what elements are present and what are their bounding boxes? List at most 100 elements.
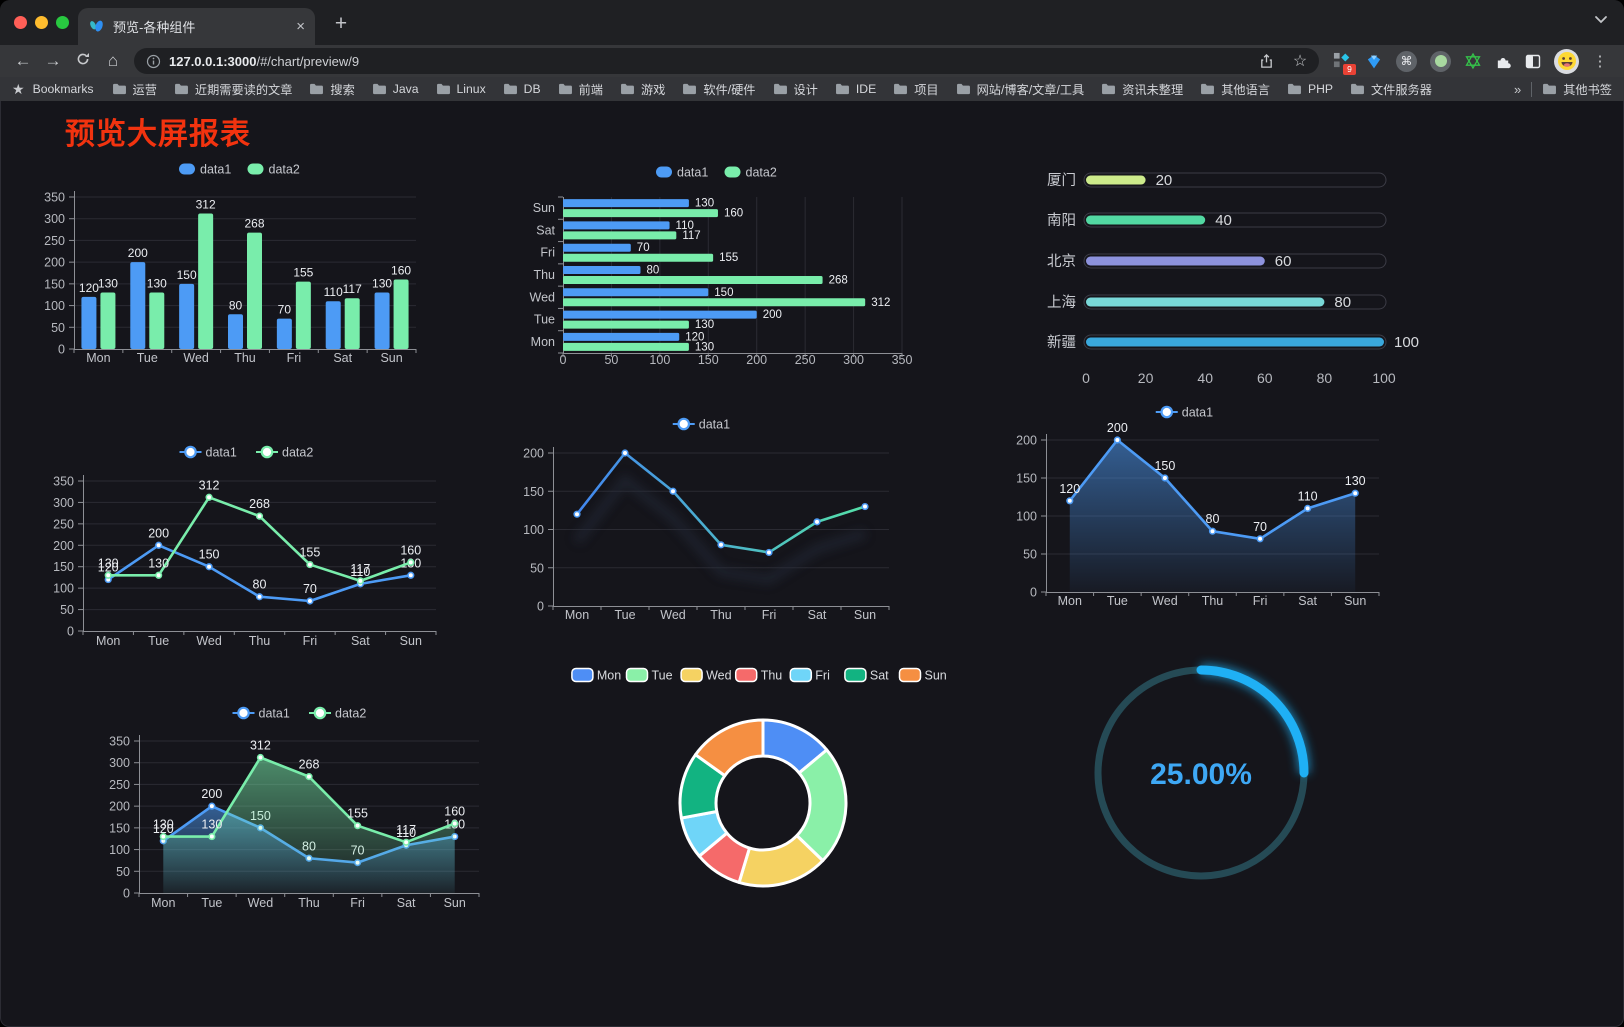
- svg-text:130: 130: [153, 818, 174, 832]
- svg-text:Tue: Tue: [614, 608, 635, 622]
- svg-text:0: 0: [58, 343, 65, 357]
- svg-text:80: 80: [1206, 512, 1220, 526]
- back-button[interactable]: ←: [14, 51, 32, 70]
- bookmarks-label[interactable]: Bookmarks: [32, 82, 94, 96]
- window-controls: [14, 16, 69, 29]
- bookmark-item[interactable]: 文件服务器: [1350, 80, 1432, 98]
- svg-text:Mon: Mon: [96, 634, 120, 648]
- svg-text:160: 160: [391, 264, 411, 278]
- svg-text:Wed: Wed: [196, 634, 222, 648]
- svg-text:200: 200: [109, 800, 130, 814]
- tab-close-icon[interactable]: ×: [296, 18, 305, 35]
- forward-button[interactable]: →: [44, 51, 62, 70]
- other-bookmarks-button[interactable]: 其他书签: [1542, 80, 1612, 98]
- legend[interactable]: data1 data2: [179, 163, 300, 177]
- bookmark-item[interactable]: Java: [372, 80, 419, 98]
- svg-text:150: 150: [53, 560, 74, 574]
- bookmark-item[interactable]: 搜索: [309, 80, 355, 98]
- svg-text:110: 110: [396, 826, 416, 840]
- bookmark-item[interactable]: 其他语言: [1200, 80, 1270, 98]
- bookmark-item[interactable]: Linux: [436, 80, 486, 98]
- svg-text:268: 268: [829, 275, 848, 287]
- url-path: /#/chart/preview/9: [256, 53, 360, 69]
- svg-text:120: 120: [98, 561, 119, 575]
- reload-button[interactable]: [68, 51, 98, 72]
- address-bar[interactable]: 127.0.0.1:3000/#/chart/preview/9 ☆: [134, 48, 1319, 74]
- bookmark-item[interactable]: 项目: [893, 80, 939, 98]
- legend[interactable]: Mon Tue Wed Thu Fri Sat Sun: [571, 667, 947, 683]
- bookmark-item[interactable]: 运营: [112, 80, 157, 98]
- svg-text:100: 100: [53, 582, 74, 596]
- folder-icon: [683, 83, 697, 95]
- puzzle-extensions-icon[interactable]: [1495, 53, 1512, 70]
- new-tab-button[interactable]: +: [334, 12, 348, 35]
- bookmark-item[interactable]: 网站/博客/文章/工具: [956, 80, 1084, 98]
- svg-text:100: 100: [1372, 370, 1396, 386]
- bookmarks-overflow-button[interactable]: »: [1514, 81, 1522, 97]
- home-button[interactable]: ⌂: [107, 51, 119, 70]
- svg-text:150: 150: [1154, 459, 1175, 473]
- site-info-icon[interactable]: [146, 54, 161, 69]
- svg-text:117: 117: [350, 562, 370, 576]
- share-button[interactable]: [1253, 53, 1279, 69]
- svg-text:Mon: Mon: [151, 896, 175, 910]
- folder-icon: [310, 83, 324, 95]
- svg-text:data1: data1: [206, 446, 237, 460]
- svg-text:60: 60: [1275, 253, 1292, 270]
- folder-icon: [1102, 83, 1116, 95]
- svg-text:150: 150: [177, 268, 197, 282]
- folder-icon: [174, 83, 188, 95]
- url-text[interactable]: 127.0.0.1:3000/#/chart/preview/9: [169, 54, 359, 69]
- bookmark-item[interactable]: DB: [503, 80, 541, 98]
- reload-icon: [77, 52, 89, 64]
- bookmark-item[interactable]: PHP: [1287, 80, 1333, 98]
- svg-text:350: 350: [44, 191, 65, 205]
- contrast-extension-icon[interactable]: [1525, 54, 1541, 69]
- legend[interactable]: data1 data2: [232, 707, 367, 721]
- bookmark-item[interactable]: 前端: [558, 80, 603, 98]
- share-icon: [1260, 53, 1272, 68]
- legend[interactable]: data1: [1155, 406, 1213, 420]
- svg-text:40: 40: [1215, 212, 1232, 229]
- svg-text:300: 300: [109, 756, 130, 770]
- bookmark-item[interactable]: IDE: [835, 80, 876, 98]
- browser-tab[interactable]: 预览-各种组件 ×: [78, 8, 315, 45]
- chevron-down-icon[interactable]: [1594, 15, 1608, 24]
- bookmark-star-button[interactable]: ☆: [1292, 53, 1308, 70]
- close-window-button[interactable]: [14, 16, 27, 29]
- bookmark-item[interactable]: 近期需要读的文章: [174, 80, 292, 98]
- bookmark-item[interactable]: 软件/硬件: [682, 80, 756, 98]
- green-dot-extension-button[interactable]: [1430, 50, 1451, 72]
- svg-text:Wed: Wed: [248, 896, 274, 910]
- svg-text:Tue: Tue: [1107, 594, 1128, 608]
- legend[interactable]: data1: [672, 418, 730, 432]
- green-star-extension-icon[interactable]: [1464, 52, 1482, 70]
- profile-avatar[interactable]: [1554, 48, 1579, 74]
- bookmark-item[interactable]: 游戏: [620, 80, 665, 98]
- extension-grid-button[interactable]: 9: [1333, 52, 1356, 75]
- chart-progress-bars: 厦门 20 南阳 40 北京 60 上海 80 新疆 100 0 20 40 60 80 100: [1047, 172, 1419, 386]
- svg-text:Thu: Thu: [761, 669, 783, 683]
- maximize-window-button[interactable]: [56, 16, 69, 29]
- svg-text:data1: data1: [1182, 406, 1213, 420]
- bookmarks-star-icon[interactable]: ★: [12, 80, 25, 97]
- tab-favicon: [90, 20, 103, 32]
- svg-text:160: 160: [444, 805, 465, 819]
- svg-text:200: 200: [746, 353, 767, 367]
- browser-menu-button[interactable]: ⋮: [1592, 53, 1608, 70]
- command-extension-button[interactable]: ⌘: [1396, 50, 1417, 72]
- svg-text:0: 0: [537, 600, 544, 614]
- svg-text:Wed: Wed: [706, 669, 732, 683]
- svg-text:250: 250: [44, 234, 65, 248]
- gem-extension-icon[interactable]: [1365, 53, 1383, 70]
- bookmark-item[interactable]: 资讯未整理: [1101, 80, 1183, 98]
- pie-slice-Sun: [693, 718, 765, 778]
- minimize-window-button[interactable]: [35, 16, 48, 29]
- svg-text:130: 130: [98, 556, 119, 570]
- svg-text:312: 312: [199, 478, 220, 492]
- bookmark-item[interactable]: 设计: [773, 80, 818, 98]
- legend[interactable]: data1 data2: [656, 166, 777, 180]
- svg-text:100: 100: [523, 523, 544, 537]
- legend[interactable]: data1 data2: [179, 446, 314, 460]
